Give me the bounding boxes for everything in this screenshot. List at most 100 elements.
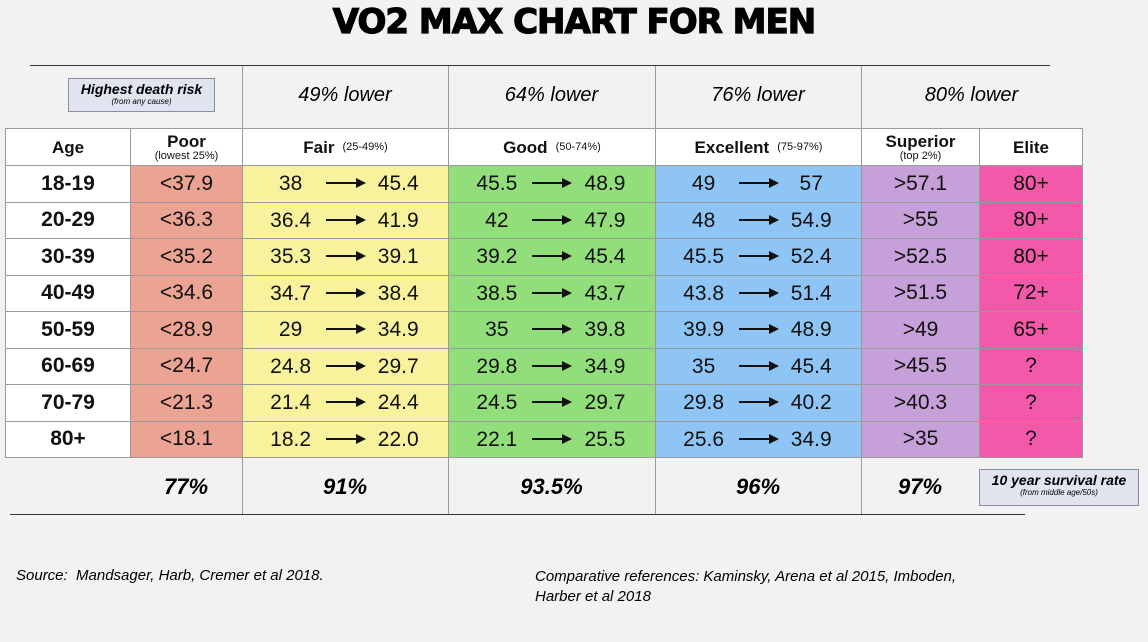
arrow	[738, 397, 779, 407]
arrow	[738, 433, 779, 444]
range-low: 43.8	[683, 281, 725, 305]
age-cell: 18-19	[5, 165, 131, 203]
risk-reduction: 64% lower	[504, 84, 599, 106]
arrow	[532, 287, 573, 298]
age-cell: 60-69	[5, 347, 131, 385]
value-cell: 65+	[979, 311, 1083, 349]
column-name: Fair	[303, 137, 335, 157]
arrow	[532, 397, 573, 407]
value-cell: <21.3	[130, 384, 243, 422]
survival-value: 96%	[735, 474, 781, 499]
range-cell: 36.4 41.9	[242, 201, 449, 239]
value-cell: >45.5	[861, 347, 980, 385]
age-cell: 50-59	[5, 311, 131, 349]
survival-value: 77%	[163, 474, 209, 499]
arrow	[325, 214, 366, 225]
arrow	[325, 178, 366, 188]
value-cell: ?	[979, 384, 1083, 422]
range-cell: 48 54.9	[655, 201, 862, 239]
column-name: Good	[503, 137, 548, 157]
column-name: Age	[51, 137, 85, 157]
range-low: 34.7	[270, 281, 312, 305]
arrow	[325, 397, 366, 407]
column-header: Superior (top 2%)	[861, 128, 980, 166]
risk-reduction: 76% lower	[711, 84, 805, 106]
arrow	[532, 324, 573, 334]
range-cell: 45.5 48.9	[448, 165, 656, 203]
survival-value: 93.5%	[520, 474, 583, 499]
range-high: 43.7	[584, 281, 626, 305]
arrow	[738, 324, 779, 334]
column-name: Poor	[167, 131, 206, 151]
value-cell: <37.9	[130, 165, 243, 203]
value-cell: >52.5	[861, 238, 980, 276]
range-low: 29	[278, 318, 303, 341]
value-cell: 80+	[979, 201, 1083, 239]
arrow	[532, 178, 573, 188]
range-high: 57	[799, 172, 823, 195]
range-cell: 49 57	[655, 165, 862, 203]
value-cell: <28.9	[130, 311, 243, 349]
title: VO2 MAX CHART FOR MEN	[332, 1, 817, 42]
arrow	[532, 360, 573, 371]
range-low: 49	[691, 172, 716, 195]
range-low: 18.2	[270, 427, 312, 451]
risk-label: Highest death risk	[80, 81, 203, 97]
arrow	[325, 433, 366, 444]
range-low: 35.3	[270, 245, 312, 268]
arrow	[532, 214, 573, 225]
arrow	[738, 287, 779, 298]
range-low: 38.5	[476, 281, 518, 305]
value-cell: <36.3	[130, 201, 243, 239]
range-low: 39.2	[476, 245, 518, 268]
survival-label: 10 year survival rate	[991, 472, 1127, 488]
range-cell: 42 47.9	[448, 201, 656, 239]
value-cell: <18.1	[130, 420, 243, 458]
column-name: Superior	[885, 131, 956, 151]
range-cell: 35.3 39.1	[242, 238, 449, 276]
range-low: 36.4	[270, 208, 312, 232]
column-header: Elite	[979, 128, 1083, 166]
value-cell: >51.5	[861, 274, 980, 312]
arrow	[532, 433, 573, 444]
range-high: 25.5	[584, 427, 626, 451]
range-cell: 29.8 34.9	[448, 347, 656, 385]
survival-box: 10 year survival rate (from middle age/50…	[979, 469, 1139, 506]
range-low: 25.6	[683, 427, 725, 451]
column-name: Excellent	[694, 137, 770, 157]
arrow	[325, 251, 366, 261]
range-cell: 39.2 45.4	[448, 238, 656, 276]
range-low: 48	[691, 208, 716, 232]
survival-value: 91%	[322, 474, 368, 499]
range-cell: 35 39.8	[448, 311, 656, 349]
column-header: Fair (25-49%)	[242, 128, 449, 166]
range-high: 45.4	[377, 172, 419, 195]
range-high: 34.9	[790, 427, 832, 451]
arrow	[738, 178, 779, 188]
range-cell: 25.6 34.9	[655, 420, 862, 458]
range-cell: 39.9 48.9	[655, 311, 862, 349]
range-cell: 35 45.4	[655, 347, 862, 385]
source: Source: Mandsager, Harb, Cremer et al 20…	[16, 567, 324, 584]
range-high: 52.4	[790, 245, 832, 268]
column-note: (25-49%)	[342, 141, 388, 153]
range-low: 24.8	[270, 354, 312, 378]
range-high: 48.9	[584, 172, 626, 195]
range-low: 45.5	[476, 172, 518, 195]
range-high: 29.7	[584, 391, 626, 414]
top-rule	[30, 65, 1050, 66]
arrow	[738, 360, 779, 371]
range-low: 22.1	[476, 427, 518, 451]
age-cell: 20-29	[5, 201, 131, 239]
column-header: Excellent (75-97%)	[655, 128, 862, 166]
range-high: 47.9	[584, 208, 626, 232]
comparative: Comparative references: Kaminsky, Arena …	[535, 568, 957, 605]
range-high: 48.9	[790, 318, 832, 341]
value-cell: ?	[979, 420, 1083, 458]
age-cell: 70-79	[5, 384, 131, 422]
column-name: Elite	[1013, 137, 1049, 157]
value-cell: 72+	[979, 274, 1083, 312]
arrow	[325, 360, 366, 371]
arrow	[325, 287, 366, 298]
column-header: Good (50-74%)	[448, 128, 656, 166]
